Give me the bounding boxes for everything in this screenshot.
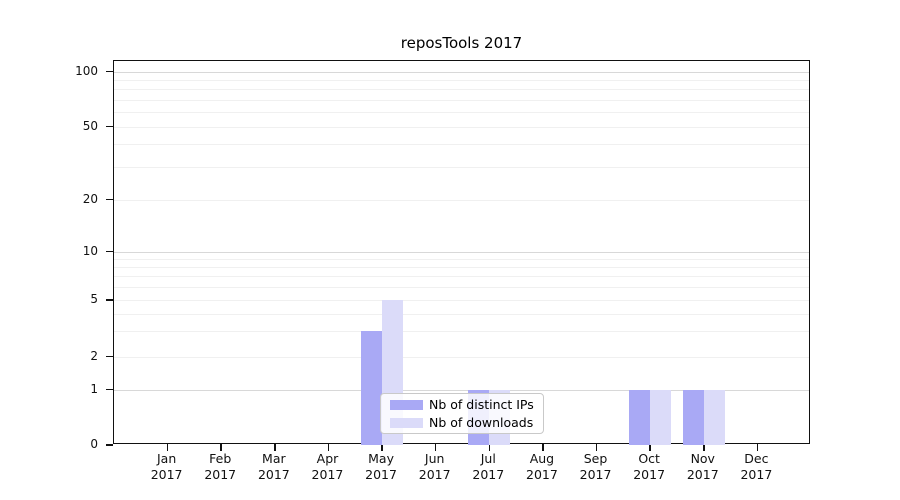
x-tick-year: 2017 [633, 466, 666, 482]
gridline-minor [114, 356, 809, 358]
x-tick-label: Dec 2017 [724, 451, 788, 482]
x-tick-month: Sep [583, 451, 608, 466]
x-tick-label: Sep 2017 [564, 451, 628, 482]
bar-distinct-ips [682, 389, 704, 445]
x-tick-label: Jun 2017 [403, 451, 467, 482]
bar-downloads [703, 389, 725, 445]
y-tick-mark [106, 444, 113, 446]
gridline-minor [114, 126, 809, 128]
gridline-minor [114, 99, 809, 101]
x-tick-label: Jan 2017 [135, 451, 199, 482]
x-tick-month: Apr [316, 451, 339, 466]
y-tick-label: 1 [90, 381, 98, 396]
x-tick-month: Mar [262, 451, 286, 466]
gridline-minor [114, 144, 809, 146]
y-tick-label: 20 [82, 191, 98, 206]
gridline-minor [114, 258, 809, 260]
x-tick-mark [595, 444, 598, 451]
y-tick-mark [106, 250, 113, 253]
x-tick-year: 2017 [365, 466, 397, 482]
legend-swatch-downloads [390, 417, 423, 428]
legend-swatch-distinct-ips [390, 399, 423, 410]
x-tick-month: Nov [690, 451, 715, 466]
legend-entry: Nb of distinct IPs [390, 397, 535, 412]
x-tick-year: 2017 [579, 466, 612, 482]
x-tick-year: 2017 [204, 466, 237, 482]
x-tick-label: May 2017 [349, 451, 413, 482]
y-tick-mark [106, 198, 113, 201]
gridline-major [114, 389, 809, 391]
x-tick-label: Nov 2017 [671, 451, 735, 482]
x-tick-month: Jun [424, 451, 445, 466]
x-tick-mark [166, 444, 169, 451]
plot-area [106, 60, 810, 451]
x-tick-year: 2017 [418, 466, 451, 482]
x-tick-mark [542, 444, 544, 451]
x-tick-year: 2017 [526, 466, 558, 482]
legend-label: Nb of downloads [429, 415, 534, 430]
bar-downloads [650, 389, 672, 445]
x-tick-mark [434, 444, 437, 451]
gridline-minor [114, 79, 809, 81]
x-tick-month: Feb [209, 451, 232, 466]
gridline-minor [114, 267, 809, 269]
y-tick-label: 50 [82, 118, 98, 133]
x-tick-year: 2017 [472, 466, 505, 482]
gridline-major [114, 251, 809, 253]
chart-title: reposTools 2017 [400, 34, 523, 52]
y-tick-mark [106, 388, 113, 391]
x-tick-month: Oct [638, 451, 660, 466]
gridline-major [114, 71, 809, 73]
y-tick-label: 10 [82, 243, 98, 258]
y-tick-mark [106, 70, 113, 73]
y-tick-label: 2 [90, 348, 98, 363]
x-tick-label: Oct 2017 [617, 451, 681, 482]
x-tick-year: 2017 [740, 466, 773, 482]
legend-entry: Nb of downloads [390, 415, 535, 430]
gridline-minor [114, 287, 809, 289]
gridline-minor [114, 276, 809, 278]
x-tick-mark [756, 444, 759, 451]
gridline-minor [114, 300, 809, 301]
x-tick-label: Feb 2017 [188, 451, 252, 482]
y-tick-label: 5 [90, 292, 98, 306]
x-tick-mark [381, 444, 383, 451]
x-tick-year: 2017 [686, 466, 719, 482]
gridline-minor [114, 199, 809, 201]
x-tick-label: Mar 2017 [242, 451, 306, 482]
x-tick-mark [220, 444, 223, 451]
y-tick-label: 0 [90, 437, 98, 451]
x-tick-mark [488, 444, 491, 451]
bar-distinct-ips [361, 331, 383, 445]
x-tick-month: Jan [156, 451, 177, 466]
y-tick-mark [106, 355, 113, 358]
gridline-minor [114, 89, 809, 91]
x-tick-label: Aug 2017 [510, 451, 574, 482]
x-tick-mark [702, 444, 705, 451]
x-tick-year: 2017 [257, 466, 290, 482]
x-tick-mark [649, 444, 651, 451]
gridline-minor [114, 331, 809, 333]
x-tick-month: May [368, 451, 394, 466]
x-tick-year: 2017 [150, 466, 183, 482]
gridline-minor [114, 112, 809, 114]
x-tick-month: Dec [744, 451, 769, 466]
x-tick-label: Apr 2017 [295, 451, 359, 482]
x-tick-month: Jul [480, 451, 496, 466]
x-tick-label: Jul 2017 [456, 451, 520, 482]
y-tick-label: 100 [75, 63, 98, 78]
bar-distinct-ips [629, 389, 651, 445]
gridline-minor [114, 313, 809, 315]
legend: Nb of distinct IPs Nb of downloads [380, 393, 544, 434]
y-tick-mark [106, 125, 113, 128]
x-tick-mark [274, 444, 276, 451]
x-tick-year: 2017 [311, 466, 344, 482]
y-tick-mark [106, 299, 113, 301]
x-tick-mark [327, 444, 330, 451]
legend-label: Nb of distinct IPs [429, 397, 534, 412]
x-tick-month: Aug [529, 451, 555, 466]
gridline-minor [114, 167, 809, 169]
